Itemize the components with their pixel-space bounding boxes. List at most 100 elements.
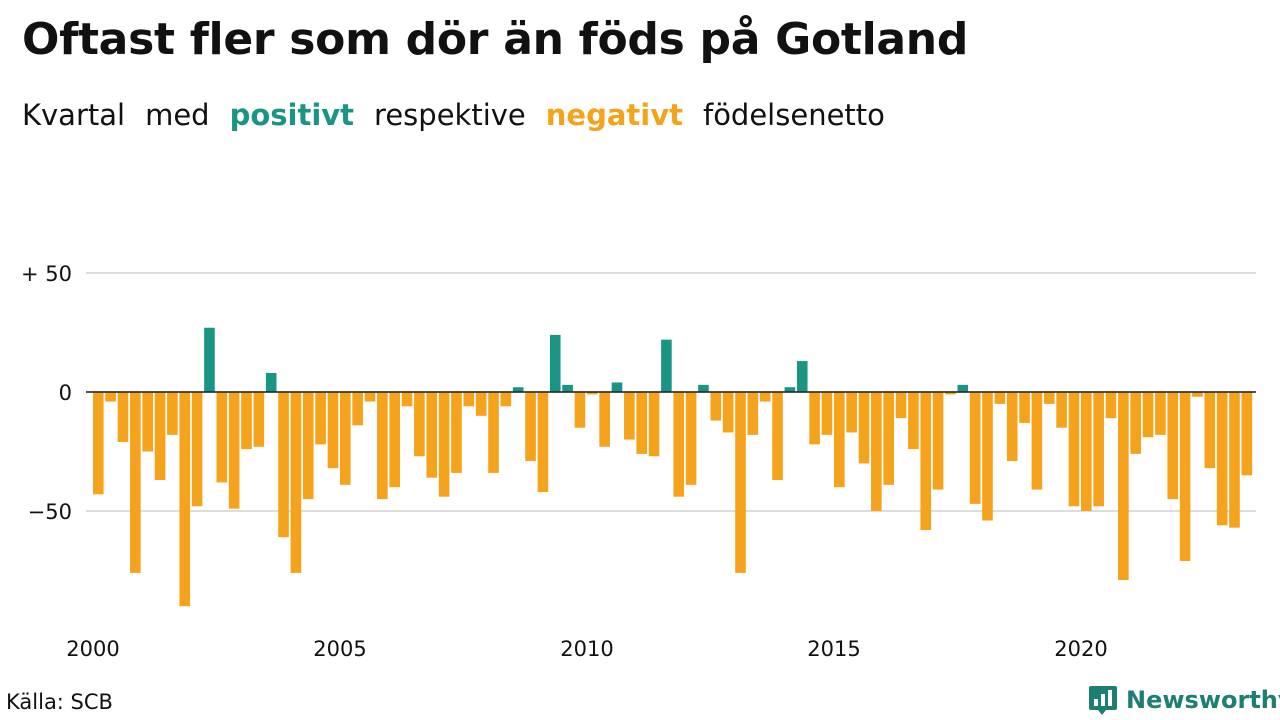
bar (747, 392, 759, 435)
bar (142, 392, 153, 452)
bar (290, 392, 302, 573)
bar (1043, 392, 1055, 404)
x-tick-label: 2010 (560, 637, 613, 661)
bar (537, 392, 549, 492)
bar (722, 392, 734, 433)
bar (834, 392, 845, 488)
bar (414, 392, 425, 457)
bar (599, 392, 610, 447)
bar (475, 392, 487, 416)
bar (315, 392, 326, 445)
bar (1142, 392, 1154, 438)
bar (451, 392, 462, 473)
bar (278, 392, 289, 538)
bar (895, 392, 907, 419)
x-tick-label: 2015 (807, 637, 860, 661)
bar (228, 392, 240, 509)
bar (117, 392, 129, 442)
bar (1056, 392, 1067, 428)
bar (500, 392, 512, 407)
chart-subtitle: Kvartal med positivt respektive negativt föde… (22, 98, 905, 132)
x-tick-label: 2005 (313, 637, 366, 661)
x-tick-label: 2020 (1054, 637, 1107, 661)
brand-logo: Newsworthy (1088, 684, 1280, 716)
bar (562, 384, 573, 392)
bar (327, 392, 339, 469)
y-tick-label: −50 (28, 500, 72, 524)
brand-name: Newsworthy (1126, 686, 1280, 714)
bar (1204, 392, 1216, 469)
subtitle-negative-label: negativt (545, 98, 683, 132)
bar (179, 392, 191, 607)
bar (1031, 392, 1043, 490)
bar (661, 339, 672, 392)
subtitle-word: med (145, 98, 210, 132)
bar (636, 392, 647, 454)
bar (809, 392, 820, 445)
bar (858, 392, 870, 464)
bar (93, 392, 104, 495)
bar (377, 392, 388, 500)
bar (871, 392, 882, 511)
bar (883, 392, 894, 485)
chart-title: Oftast fler som dör än föds på Gotland (22, 14, 969, 65)
bar (587, 392, 598, 395)
bar (1093, 392, 1104, 507)
bar (253, 392, 265, 447)
bar (512, 387, 524, 392)
subtitle-word: Kvartal (22, 98, 126, 132)
bar (241, 392, 252, 450)
bar (265, 372, 277, 392)
bar (1006, 392, 1018, 462)
bar (957, 384, 969, 392)
bar (1118, 392, 1129, 581)
bar (920, 392, 932, 531)
bar (352, 392, 363, 426)
bar (488, 392, 499, 473)
bar (574, 392, 586, 428)
bar (549, 334, 561, 392)
bar (698, 384, 709, 392)
x-tick-label: 2000 (66, 637, 119, 661)
subtitle-positive-label: positivt (229, 98, 355, 132)
bar (525, 392, 536, 462)
bar (389, 392, 400, 488)
bar (191, 392, 203, 507)
source-note: Källa: SCB (6, 690, 113, 714)
bar (1155, 392, 1166, 435)
bar (784, 387, 796, 392)
bar (759, 392, 771, 402)
bar (1105, 392, 1117, 419)
bar (1068, 392, 1080, 507)
bar (1081, 392, 1092, 511)
bar (908, 392, 919, 450)
bar (204, 327, 215, 392)
bar (969, 392, 981, 504)
bar (1019, 392, 1030, 423)
y-tick-label: 0 (59, 381, 72, 405)
bar (216, 392, 228, 483)
bar (105, 392, 116, 402)
bar (994, 392, 1006, 404)
bar (1229, 392, 1240, 528)
bar (932, 392, 944, 490)
bar (401, 392, 413, 407)
bar (426, 392, 438, 478)
y-tick-label: + 50 (21, 262, 72, 286)
bar (302, 392, 314, 500)
bar (982, 392, 993, 521)
bar (1216, 392, 1228, 526)
bar (796, 361, 808, 392)
bar-chart-logo-icon (1089, 686, 1117, 715)
bar (624, 392, 635, 440)
bar (1167, 392, 1179, 500)
bar (821, 392, 833, 435)
bar (154, 392, 166, 481)
bar (167, 392, 178, 435)
bar (685, 392, 697, 485)
bar (673, 392, 685, 497)
bar (1130, 392, 1141, 454)
bar (735, 392, 746, 573)
bar (611, 382, 623, 392)
